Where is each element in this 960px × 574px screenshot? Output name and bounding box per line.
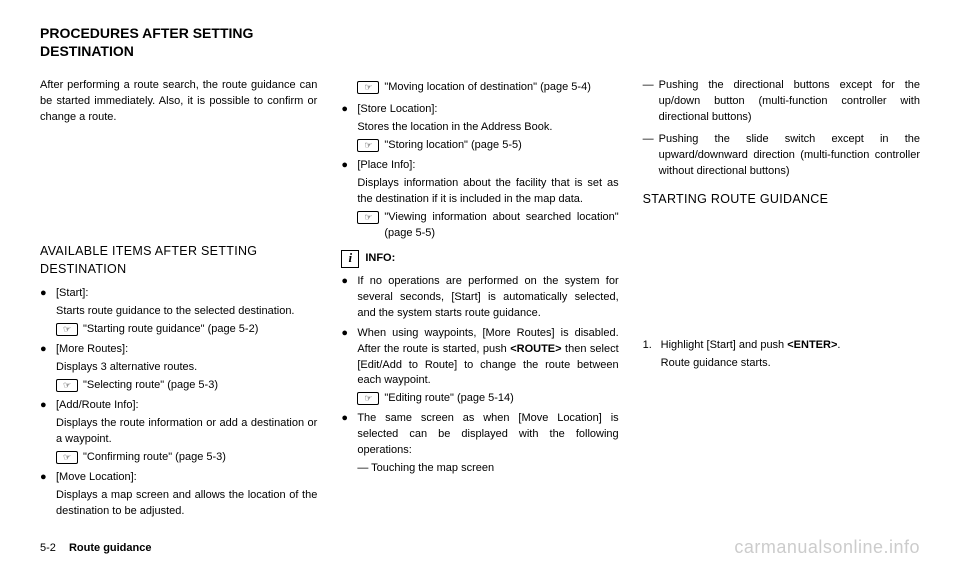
section-heading: AVAILABLE ITEMS AFTER SETTING DESTINATIO… <box>40 242 317 278</box>
reference-icon: ☞ <box>357 81 379 94</box>
reference-line: ☞ "Starting route guidance" (page 5-2) <box>56 322 317 338</box>
title-line1: PROCEDURES AFTER SETTING <box>40 25 253 41</box>
info-heading: i INFO: <box>341 250 618 268</box>
list-item: ● [More Routes]: Displays 3 alternative … <box>40 342 317 394</box>
list-item: ● If no operations are performed on the … <box>341 274 618 322</box>
reference-icon: ☞ <box>56 323 78 336</box>
bullet-icon: ● <box>341 102 357 154</box>
list-body: [Move Location]: Displays a map screen a… <box>56 470 317 520</box>
bullet-icon: ● <box>40 342 56 394</box>
list-body: [Start]: Starts route guidance to the se… <box>56 286 317 338</box>
column-3: — Pushing the directional buttons except… <box>643 78 920 523</box>
dash-item: — Pushing the directional buttons except… <box>643 78 920 126</box>
title-line2: DESTINATION <box>40 43 134 59</box>
footer-left: 5-2 Route guidance <box>40 542 151 554</box>
bullet-icon: ● <box>40 470 56 520</box>
page-number: 5-2 <box>40 542 56 554</box>
dash-icon: — <box>643 132 659 180</box>
reference-line: ☞ "Moving location of destination" (page… <box>341 80 618 96</box>
bullet-icon: ● <box>341 411 357 477</box>
list-body: [Store Location]: Stores the location in… <box>357 102 618 154</box>
bullet-icon: ● <box>341 158 357 242</box>
step-item: 1. Highlight [Start] and push <ENTER>. R… <box>643 338 920 372</box>
list-body: [Add/Route Info]: Displays the route inf… <box>56 398 317 466</box>
list-item: ● [Start]: Starts route guidance to the … <box>40 286 317 338</box>
page-title: PROCEDURES AFTER SETTING DESTINATION <box>40 24 920 60</box>
bullet-icon: ● <box>341 274 357 322</box>
reference-line: ☞ "Confirming route" (page 5-3) <box>56 450 317 466</box>
column-2: ☞ "Moving location of destination" (page… <box>341 78 618 523</box>
chapter-title: Route guidance <box>69 542 152 554</box>
step-body: Highlight [Start] and push <ENTER>. Rout… <box>661 338 920 372</box>
reference-line: ☞ "Storing location" (page 5-5) <box>357 138 618 154</box>
list-item: ● When using waypoints, [More Routes] is… <box>341 326 618 408</box>
reference-icon: ☞ <box>56 451 78 464</box>
bullet-icon: ● <box>40 286 56 338</box>
reference-line: ☞ "Selecting route" (page 5-3) <box>56 378 317 394</box>
bullet-icon: ● <box>341 326 357 408</box>
bullet-icon: ● <box>40 398 56 466</box>
section-heading: STARTING ROUTE GUIDANCE <box>643 190 920 208</box>
reference-icon: ☞ <box>357 211 379 224</box>
list-item: ● The same screen as when [Move Location… <box>341 411 618 477</box>
reference-line: ☞ "Viewing information about searched lo… <box>357 210 618 242</box>
list-body: [More Routes]: Displays 3 alternative ro… <box>56 342 317 394</box>
reference-icon: ☞ <box>357 139 379 152</box>
list-item: ● [Place Info]: Displays information abo… <box>341 158 618 242</box>
dash-item: — Pushing the slide switch except in the… <box>643 132 920 180</box>
reference-line: ☞ "Editing route" (page 5-14) <box>357 391 618 407</box>
dash-icon: — <box>643 78 659 126</box>
list-item: ● [Move Location]: Displays a map screen… <box>40 470 317 520</box>
intro-text: After performing a route search, the rou… <box>40 78 317 126</box>
content-columns: After performing a route search, the rou… <box>40 78 920 523</box>
list-item: ● [Store Location]: Stores the location … <box>341 102 618 154</box>
list-body: The same screen as when [Move Location] … <box>357 411 618 477</box>
info-icon: i <box>341 250 359 268</box>
list-body: When using waypoints, [More Routes] is d… <box>357 326 618 408</box>
list-body: [Place Info]: Displays information about… <box>357 158 618 242</box>
reference-icon: ☞ <box>357 392 379 405</box>
screenshot-placeholder <box>40 138 317 230</box>
list-item: ● [Add/Route Info]: Displays the route i… <box>40 398 317 466</box>
step-number: 1. <box>643 338 661 372</box>
screenshot-placeholder <box>643 216 920 326</box>
column-1: After performing a route search, the rou… <box>40 78 317 523</box>
page-footer: 5-2 Route guidance carmanualsonline.info <box>40 537 920 558</box>
reference-icon: ☞ <box>56 379 78 392</box>
dash-line: — Touching the map screen <box>357 461 618 477</box>
list-body: If no operations are performed on the sy… <box>357 274 618 322</box>
watermark: carmanualsonline.info <box>734 537 920 558</box>
